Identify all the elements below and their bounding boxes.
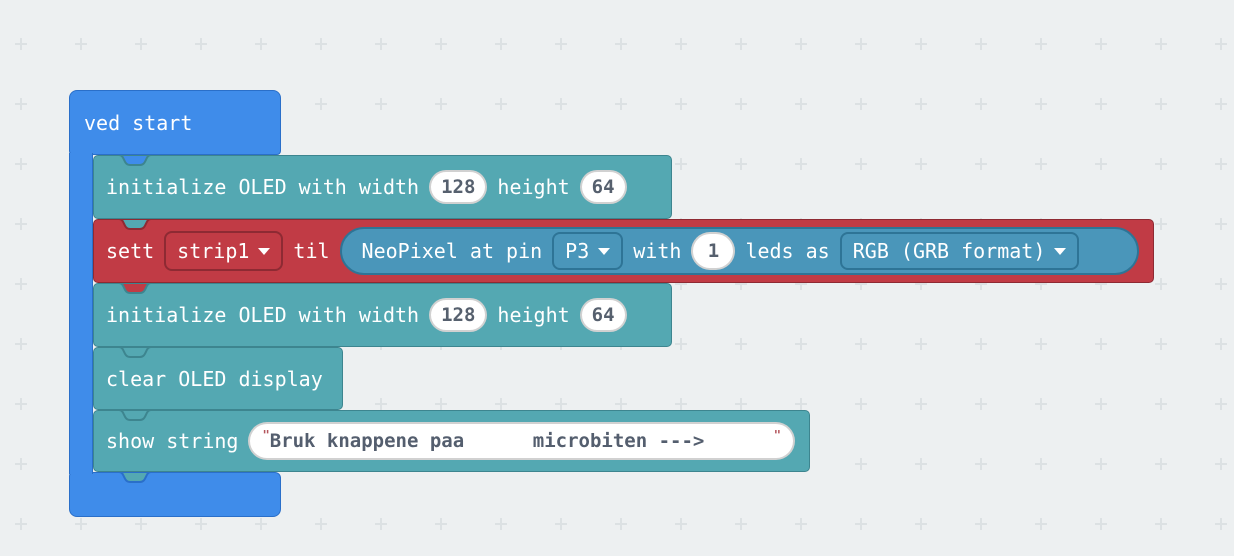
set-variable-block[interactable]: sett strip1 til NeoPixel at pin P3 with …	[93, 219, 1154, 283]
format-dropdown[interactable]: RGB (GRB format)	[839, 232, 1080, 270]
neopixel-with-label: with	[633, 239, 682, 263]
pin-value: P3	[565, 239, 590, 263]
on-start-block[interactable]: ved start	[69, 90, 281, 155]
neopixel-pin-label: NeoPixel at pin	[361, 239, 543, 263]
pin-dropdown[interactable]: P3	[552, 232, 624, 270]
variable-name: strip1	[177, 239, 250, 263]
neopixel-create-block[interactable]: NeoPixel at pin P3 with 1 leds as RGB (G…	[339, 227, 1139, 275]
oled-init-label: initialize OLED with width	[106, 175, 420, 199]
on-start-block-left-column[interactable]	[69, 153, 93, 474]
open-quote: "	[262, 428, 270, 442]
oled-init-label: initialize OLED with width	[106, 303, 420, 327]
clear-oled-block[interactable]: clear OLED display	[93, 347, 343, 410]
oled-height-label: height	[497, 303, 570, 327]
clear-oled-label: clear OLED display	[106, 366, 323, 391]
oled-height-label: height	[497, 175, 570, 199]
oled-width-field[interactable]: 128	[429, 170, 488, 204]
format-value: RGB (GRB format)	[852, 239, 1046, 263]
on-start-block-bottom-bar[interactable]	[69, 472, 281, 517]
string-value: Bruk knappene paa microbiten --->	[269, 430, 716, 452]
connector-notch	[109, 347, 161, 358]
dropdown-caret-icon	[598, 247, 611, 255]
leds-count-field[interactable]: 1	[691, 232, 736, 270]
neopixel-leds-as-label: leds as	[745, 239, 830, 263]
oled-height-field[interactable]: 64	[579, 298, 627, 332]
connector-notch	[109, 155, 161, 166]
initialize-oled-block-1[interactable]: initialize OLED with width 128 height 64	[93, 155, 672, 219]
connector-notch	[109, 410, 161, 421]
initialize-oled-block-2[interactable]: initialize OLED with width 128 height 64	[93, 283, 672, 347]
connector-notch	[109, 472, 161, 483]
dropdown-caret-icon	[258, 247, 271, 255]
to-label: til	[293, 239, 330, 263]
set-label: sett	[106, 239, 155, 263]
connector-notch	[109, 283, 161, 294]
on-start-label: ved start	[84, 110, 193, 135]
dropdown-caret-icon	[1054, 247, 1067, 255]
connector-notch	[109, 219, 161, 230]
show-string-label: show string	[106, 429, 239, 453]
variable-dropdown[interactable]: strip1	[164, 231, 284, 271]
close-quote: "	[773, 428, 781, 442]
show-string-block[interactable]: show string " Bruk knappene paa microbit…	[93, 410, 810, 472]
oled-width-field[interactable]: 128	[429, 298, 488, 332]
oled-height-field[interactable]: 64	[579, 170, 627, 204]
string-field[interactable]: " Bruk knappene paa microbiten ---> "	[248, 422, 795, 460]
